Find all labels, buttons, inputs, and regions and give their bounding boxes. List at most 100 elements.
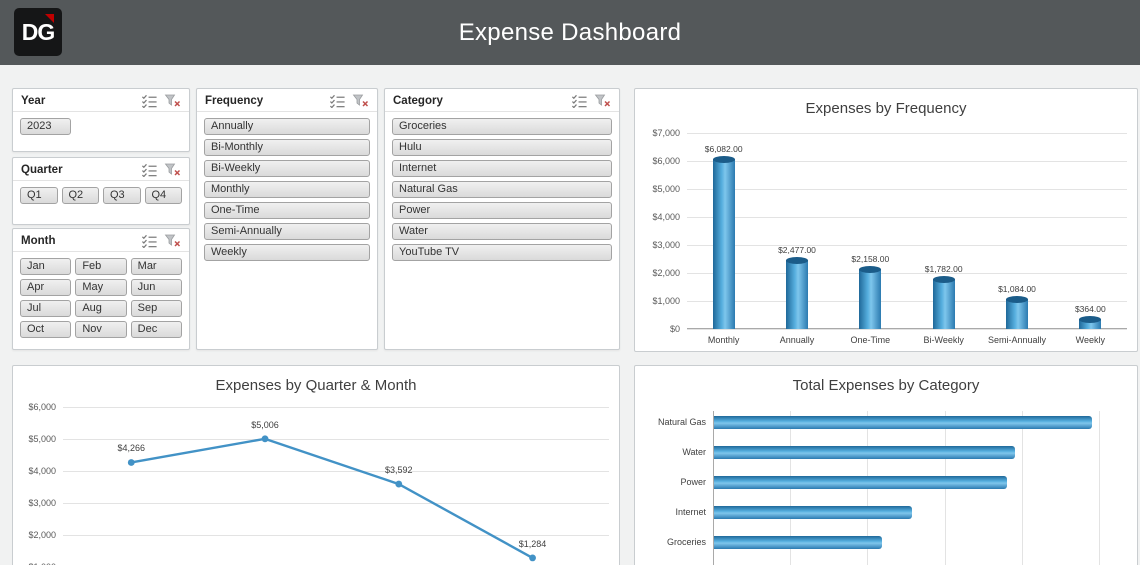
- gridline: [687, 245, 1127, 246]
- year-slicer-items: 2023: [13, 112, 189, 141]
- multiselect-icon[interactable]: [571, 94, 588, 108]
- gridline: [687, 161, 1127, 162]
- y-category-label: Groceries: [666, 537, 706, 547]
- slicer-item-feb[interactable]: Feb: [75, 258, 127, 275]
- multiselect-icon[interactable]: [141, 234, 158, 248]
- y-category-label: Power: [680, 477, 706, 487]
- quarter-slicer-title: Quarter: [21, 164, 63, 176]
- slicer-item-nov[interactable]: Nov: [75, 321, 127, 338]
- y-axis-label: $6,000: [652, 156, 680, 166]
- bar: [714, 506, 912, 519]
- slicer-item-q3[interactable]: Q3: [103, 187, 141, 204]
- gridline: [687, 273, 1127, 274]
- slicer-item-bi-monthly[interactable]: Bi-Monthly: [204, 139, 370, 156]
- multiselect-icon[interactable]: [329, 94, 346, 108]
- slicer-item-power[interactable]: Power: [392, 202, 612, 219]
- gridline: [687, 189, 1127, 190]
- page-title: Expense Dashboard: [458, 18, 682, 46]
- y-axis-label: $0: [669, 324, 680, 334]
- slicer-item-sep[interactable]: Sep: [130, 300, 182, 317]
- slicer-item-may[interactable]: May: [75, 279, 127, 296]
- y-axis-label: $5,000: [28, 434, 56, 444]
- frequency-slicer: Frequency Annually Bi-Monthly Bi-Weekly Mon…: [196, 88, 378, 350]
- category-chart-plot-area: Natural Gas Water Power Internet Groceries: [658, 411, 1100, 565]
- y-category-label: Natural Gas: [657, 417, 706, 427]
- slicer-item-weekly[interactable]: Weekly: [204, 244, 370, 261]
- bar-data-label: $1,084.00: [998, 284, 1036, 294]
- bar-data-label: $364.00: [1074, 304, 1106, 314]
- slicer-item-bi-weekly[interactable]: Bi-Weekly: [204, 160, 370, 177]
- slicer-item-q2[interactable]: Q2: [61, 187, 99, 204]
- bar: [714, 536, 882, 549]
- slicer-item-water[interactable]: Water: [392, 223, 612, 240]
- y-axis-label: $7,000: [652, 128, 680, 138]
- slicer-item-2023[interactable]: 2023: [20, 118, 72, 135]
- y-axis-label: $2,000: [652, 268, 680, 278]
- bar: [786, 257, 808, 329]
- point-data-label: $1,284: [518, 538, 547, 549]
- slicer-item-q1[interactable]: Q1: [20, 187, 58, 204]
- slicer-item-groceries[interactable]: Groceries: [392, 118, 612, 135]
- slicer-item-aug[interactable]: Aug: [75, 300, 127, 317]
- slicer-item-hulu[interactable]: Hulu: [392, 139, 612, 156]
- category-slicer: Category Groceries Hulu Internet Natural Ga…: [384, 88, 620, 350]
- point-data-label: $3,592: [385, 465, 413, 476]
- slicer-item-q4[interactable]: Q4: [144, 187, 182, 204]
- clear-filter-icon[interactable]: [164, 163, 181, 177]
- bar: [714, 476, 1007, 489]
- line-marker: [529, 554, 536, 562]
- slicer-item-jan[interactable]: Jan: [20, 258, 72, 275]
- slicer-item-oct[interactable]: Oct: [20, 321, 72, 338]
- slicer-item-apr[interactable]: Apr: [20, 279, 72, 296]
- slicer-item-youtube-tv[interactable]: YouTube TV: [392, 244, 612, 261]
- x-category-label: Semi-Annually: [987, 335, 1047, 345]
- quarter-chart-plot-area: $1,000 $2,000 $3,000 $4,000 $5,000 $6,000 $4,2…: [28, 402, 609, 565]
- clear-filter-icon[interactable]: [164, 234, 181, 248]
- clear-filter-icon[interactable]: [352, 94, 369, 108]
- point-data-label: $5,006: [251, 419, 279, 430]
- slicer-item-monthly[interactable]: Monthly: [204, 181, 370, 198]
- y-axis-line: [713, 411, 714, 565]
- slicer-icon-group: [141, 234, 181, 248]
- bar-data-label: $2,477.00: [778, 245, 816, 255]
- slicer-item-natural-gas[interactable]: Natural Gas: [392, 181, 612, 198]
- bar-data-label: $2,158.00: [851, 254, 890, 264]
- chart-title: Expenses by Frequency: [805, 100, 967, 117]
- y-axis-label: $2,000: [28, 530, 56, 540]
- header: DG Expense Dashboard: [0, 0, 1140, 65]
- gridline: [1021, 411, 1023, 565]
- multiselect-icon[interactable]: [141, 94, 158, 108]
- slicer-icon-group: [141, 94, 181, 108]
- y-category-label: Water: [682, 447, 706, 457]
- y-axis-label: $5,000: [652, 184, 680, 194]
- slicer-item-jun[interactable]: Jun: [130, 279, 182, 296]
- slicer-item-annually[interactable]: Annually: [204, 118, 370, 135]
- bar: [859, 266, 882, 329]
- line-marker: [127, 459, 135, 466]
- gridline: [63, 503, 609, 504]
- slicer-item-jul[interactable]: Jul: [20, 300, 72, 317]
- y-axis-label: $6,000: [28, 402, 56, 412]
- slicer-item-one-time[interactable]: One-Time: [204, 202, 370, 219]
- bar: [714, 416, 1092, 429]
- slicer-item-internet[interactable]: Internet: [392, 160, 612, 177]
- clear-filter-icon[interactable]: [594, 94, 611, 108]
- point-data-label: $4,266: [117, 443, 146, 454]
- y-axis-label: $1,000: [652, 296, 680, 306]
- slicer-item-dec[interactable]: Dec: [130, 321, 182, 338]
- slicer-item-semi-annually[interactable]: Semi-Annually: [204, 223, 370, 240]
- gridline: [687, 217, 1127, 218]
- multiselect-icon[interactable]: [141, 163, 158, 177]
- slicer-item-mar[interactable]: Mar: [130, 258, 182, 275]
- gridline: [63, 471, 609, 472]
- chart-title: Expenses by Quarter & Month: [215, 377, 417, 394]
- y-axis-label: $1,000: [28, 562, 56, 565]
- frequency-slicer-title: Frequency: [205, 95, 264, 107]
- total-expenses-by-category-chart: Total Expenses by Category Natural Gas Wa…: [634, 365, 1138, 565]
- logo-flag-icon: [45, 14, 54, 23]
- month-slicer-items: Jan Feb Mar Apr May Jun Jul Aug Sep Oct Nov Dec: [13, 252, 189, 344]
- gridline: [687, 301, 1127, 302]
- line-path: [131, 437, 534, 559]
- gridline: [63, 535, 609, 536]
- clear-filter-icon[interactable]: [164, 94, 181, 108]
